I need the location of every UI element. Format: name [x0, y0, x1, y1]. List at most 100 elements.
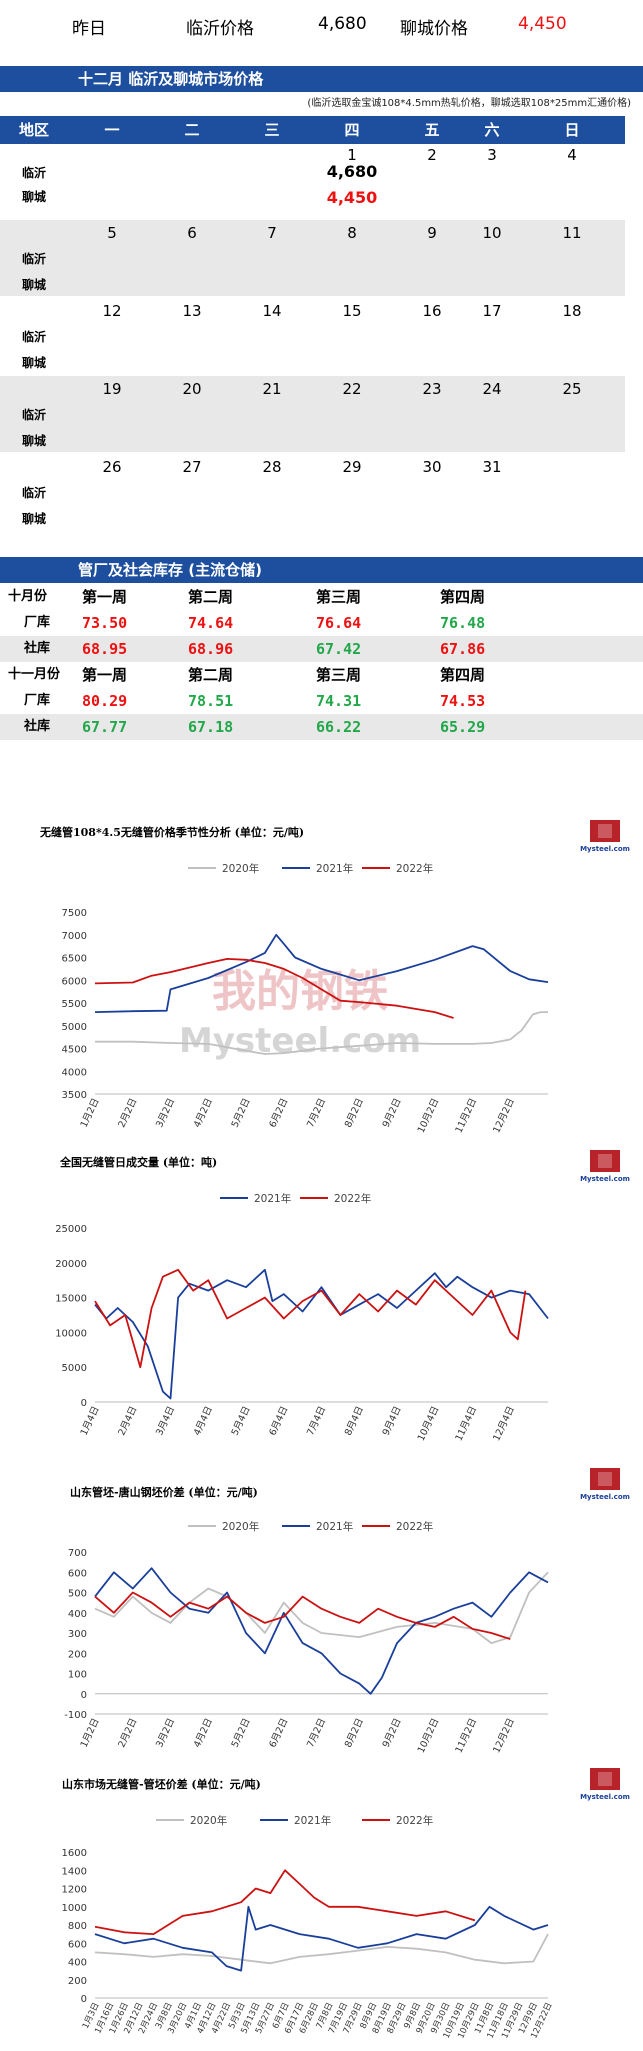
- calendar-day: 2: [427, 146, 437, 164]
- inventory-value: 80.29: [82, 692, 128, 710]
- linyi-price-value: 4,680: [318, 14, 367, 34]
- legend-label: 2021年: [254, 1192, 291, 1205]
- y-tick-label: -100: [64, 1710, 87, 1721]
- row-label-liaocheng: 聊城: [22, 434, 47, 448]
- inventory-value: 68.95: [82, 640, 128, 658]
- legend-label: 2020年: [222, 862, 259, 875]
- x-tick-label: 8月4日: [343, 1405, 366, 1438]
- x-tick-label: 4月2日: [192, 1097, 215, 1130]
- y-tick-label: 10000: [55, 1328, 87, 1339]
- row-label-linyi: 临沂: [22, 166, 47, 180]
- inventory-data-row: 社库 68.95 68.96 67.42 67.86: [0, 636, 643, 662]
- mysteel-logo-icon: Mysteel.com: [580, 820, 630, 853]
- header-fri: 五: [424, 121, 440, 139]
- y-tick-label: 4000: [62, 1067, 87, 1078]
- x-tick-label: 4月2日: [192, 1717, 215, 1750]
- x-tick-label: 4月4日: [192, 1405, 215, 1438]
- header-region: 地区: [18, 121, 49, 139]
- chart-2: Mysteel.com 全国无缝管日成交量 (单位：吨) 2021年 2022年 0 50…: [55, 1150, 630, 1443]
- calendar-day: 18: [562, 302, 582, 320]
- y-tick-label: 0: [81, 1690, 87, 1701]
- inventory-value: 68.96: [188, 640, 234, 658]
- chart-4: Mysteel.com 山东市场无缝管-管坯价差 (单位：元/吨) 2020年 202…: [62, 1768, 630, 2040]
- legend-label: 2022年: [396, 862, 433, 875]
- calendar-day: 20: [182, 380, 202, 398]
- x-tick-label: 1月2日: [79, 1097, 102, 1130]
- x-tick-label: 3月2日: [154, 1097, 177, 1130]
- calendar-day: 7: [267, 224, 277, 242]
- logo-text: Mysteel.com: [580, 1793, 630, 1801]
- legend-label: 2022年: [396, 1814, 433, 1827]
- chart-3: Mysteel.com 山东管坯-唐山钢坯价差 (单位：元/吨) 2020年 2021…: [64, 1468, 630, 1755]
- y-tick-label: 600: [68, 1939, 87, 1950]
- x-tick-label: 1月4日: [79, 1405, 102, 1438]
- y-tick-label: 1000: [62, 1903, 87, 1914]
- calendar-day: 3: [487, 146, 497, 164]
- calendar-day: 13: [182, 302, 202, 320]
- y-tick-label: 5500: [62, 999, 87, 1010]
- calendar-title-bar: 十二月 临沂及聊城市场价格: [0, 66, 643, 92]
- calendar-day: 12: [102, 302, 122, 320]
- calendar-day: 29: [342, 458, 362, 476]
- calendar-day: 4: [567, 146, 577, 164]
- x-tick-label: 6月4日: [267, 1405, 290, 1438]
- calendar-day: 10: [482, 224, 502, 242]
- calendar-title: 十二月 临沂及聊城市场价格: [78, 70, 264, 88]
- legend-label: 2020年: [190, 1814, 227, 1827]
- inventory-value: 65.29: [440, 718, 486, 736]
- chart-title: 全国无缝管日成交量 (单位：吨): [59, 1155, 217, 1169]
- y-tick-label: 200: [68, 1649, 87, 1660]
- y-tick-label: 5000: [62, 1363, 87, 1374]
- chart-title: 山东市场无缝管-管坯价差 (单位：元/吨): [62, 1777, 261, 1791]
- row-label-linyi: 临沂: [22, 252, 47, 266]
- calendar-day: 6: [187, 224, 197, 242]
- calendar-day: 1: [347, 146, 357, 164]
- calendar-day: 5: [107, 224, 117, 242]
- x-tick-label: 2月2日: [116, 1717, 139, 1750]
- x-tick-label: 2月4日: [116, 1405, 139, 1438]
- y-tick-label: 4500: [62, 1045, 87, 1056]
- inventory-week-header: 第二周: [188, 666, 234, 684]
- mysteel-logo-icon: Mysteel.com: [580, 1150, 630, 1183]
- x-tick-label: 6月2日: [267, 1097, 290, 1130]
- liaocheng-price-label: 聊城价格: [400, 19, 468, 39]
- inventory-data-row: 厂库 80.29 78.51 74.31 74.53: [0, 688, 643, 714]
- inventory-week-header: 第三周: [316, 588, 362, 606]
- row-label-linyi: 临沂: [22, 486, 47, 500]
- inventory-title: 管厂及社会库存 (主流仓储): [78, 561, 262, 579]
- x-tick-label: 3月2日: [154, 1717, 177, 1750]
- series-line-2022年: [94, 957, 454, 1019]
- legend-label: 2021年: [294, 1814, 331, 1827]
- inventory-week-header: 第一周: [82, 588, 128, 606]
- series-line-2020年: [94, 1933, 549, 1965]
- inventory-row-label: 厂库: [24, 693, 51, 708]
- x-tick-label: 11月2日: [454, 1717, 480, 1755]
- calendar-week-2: 5 6 7 8 9 10 11 临沂 聊城: [0, 220, 625, 296]
- calendar-day: 28: [262, 458, 282, 476]
- y-tick-label: 6000: [62, 976, 87, 987]
- calendar-note: (临沂选取金宝诚108*4.5mm热轧价格，聊城选取108*25mm汇通价格): [307, 98, 631, 109]
- calendar-day: 17: [482, 302, 502, 320]
- x-tick-label: 7月4日: [305, 1405, 328, 1438]
- liaocheng-price-value: 4,450: [518, 14, 567, 34]
- x-tick-label: 10月2日: [416, 1097, 442, 1135]
- x-tick-label: 5月4日: [230, 1405, 253, 1438]
- header-sun: 日: [564, 121, 580, 139]
- x-tick-label: 3月4日: [154, 1405, 177, 1438]
- x-tick-label: 9月2日: [381, 1717, 404, 1750]
- calendar-day: 21: [262, 380, 282, 398]
- calendar-week-3: 12 13 14 15 16 17 18 临沂 聊城: [0, 298, 625, 374]
- header-thu: 四: [344, 121, 360, 139]
- x-tick-label: 9月2日: [381, 1097, 404, 1130]
- calendar-day: 19: [102, 380, 122, 398]
- x-tick-label: 8月2日: [343, 1717, 366, 1750]
- chart-title: 无缝管108*4.5无缝管价格季节性分析 (单位：元/吨): [39, 825, 304, 839]
- inventory-week-header: 第四周: [440, 588, 486, 606]
- x-tick-label: 11月2日: [454, 1097, 480, 1135]
- inventory-value: 66.22: [316, 718, 362, 736]
- calendar-day: 25: [562, 380, 582, 398]
- x-tick-label: 9月4日: [381, 1405, 404, 1438]
- watermark-cn: 我的钢铁: [212, 966, 388, 1017]
- y-tick-label: 400: [68, 1958, 87, 1969]
- row-label-linyi: 临沂: [22, 408, 47, 422]
